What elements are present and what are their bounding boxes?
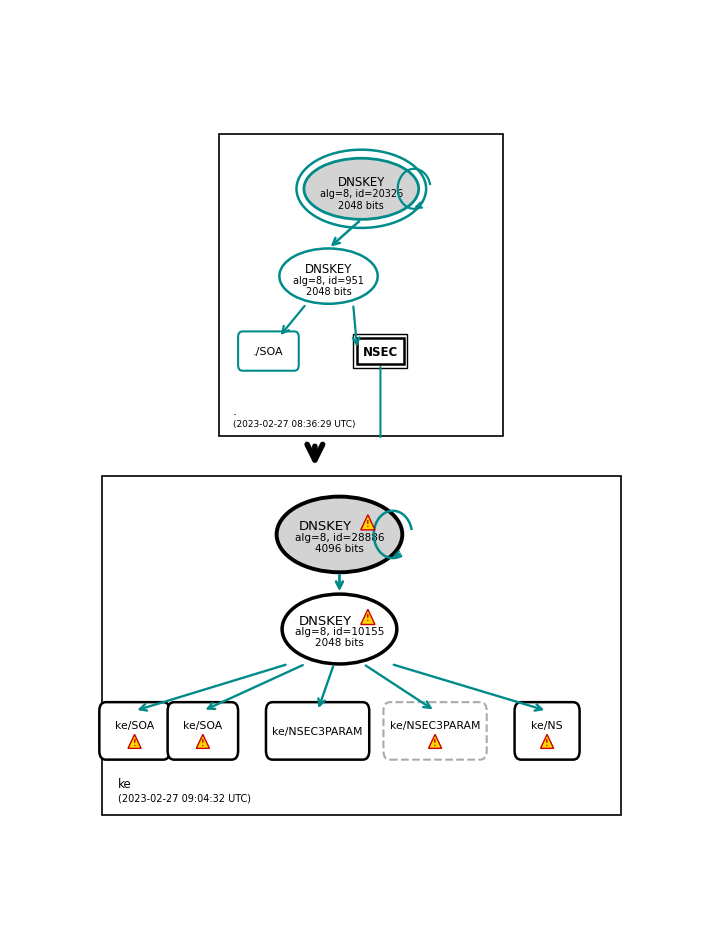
FancyBboxPatch shape <box>266 702 369 760</box>
FancyBboxPatch shape <box>357 339 404 364</box>
Text: 2048 bits: 2048 bits <box>306 286 351 296</box>
Text: 2048 bits: 2048 bits <box>315 637 364 648</box>
Text: alg=8, id=10155: alg=8, id=10155 <box>295 627 384 636</box>
Polygon shape <box>361 515 375 531</box>
FancyBboxPatch shape <box>238 332 299 371</box>
Text: !: ! <box>366 614 369 623</box>
Text: ke/SOA: ke/SOA <box>115 720 154 731</box>
Text: !: ! <box>201 738 204 747</box>
Text: !: ! <box>434 738 437 747</box>
Text: ke/NSEC3PARAM: ke/NSEC3PARAM <box>390 720 480 731</box>
Text: !: ! <box>545 738 549 747</box>
Text: ./SOA: ./SOA <box>253 346 283 357</box>
Text: ke/NSEC3PARAM: ke/NSEC3PARAM <box>272 726 363 736</box>
Polygon shape <box>541 734 553 749</box>
Text: (2023-02-27 08:36:29 UTC): (2023-02-27 08:36:29 UTC) <box>233 419 355 429</box>
Text: DNSKEY: DNSKEY <box>299 615 352 627</box>
FancyBboxPatch shape <box>353 335 407 368</box>
Text: DNSKEY: DNSKEY <box>305 263 352 276</box>
Text: alg=8, id=20326: alg=8, id=20326 <box>319 189 403 199</box>
Polygon shape <box>361 610 375 625</box>
Polygon shape <box>128 734 141 749</box>
Text: .: . <box>233 405 237 418</box>
Text: !: ! <box>366 519 369 529</box>
FancyBboxPatch shape <box>219 135 503 437</box>
Text: ke/SOA: ke/SOA <box>183 720 223 731</box>
FancyBboxPatch shape <box>102 477 621 815</box>
Ellipse shape <box>282 595 397 665</box>
Polygon shape <box>429 734 441 749</box>
Text: 2048 bits: 2048 bits <box>338 200 384 211</box>
Text: DNSKEY: DNSKEY <box>299 519 352 532</box>
FancyBboxPatch shape <box>515 702 580 760</box>
Text: DNSKEY: DNSKEY <box>338 176 385 189</box>
Text: alg=8, id=28886: alg=8, id=28886 <box>295 532 384 542</box>
Text: !: ! <box>133 738 136 747</box>
Text: (2023-02-27 09:04:32 UTC): (2023-02-27 09:04:32 UTC) <box>118 793 251 803</box>
Polygon shape <box>196 734 209 749</box>
Text: alg=8, id=951: alg=8, id=951 <box>293 277 364 286</box>
Text: ke: ke <box>118 777 132 790</box>
FancyBboxPatch shape <box>99 702 170 760</box>
Text: 4096 bits: 4096 bits <box>315 543 364 553</box>
Text: ke/NS: ke/NS <box>532 720 563 731</box>
Text: NSEC: NSEC <box>363 346 398 358</box>
Ellipse shape <box>276 497 403 573</box>
FancyBboxPatch shape <box>384 702 486 760</box>
Ellipse shape <box>304 160 419 220</box>
FancyBboxPatch shape <box>168 702 238 760</box>
Ellipse shape <box>279 249 378 305</box>
